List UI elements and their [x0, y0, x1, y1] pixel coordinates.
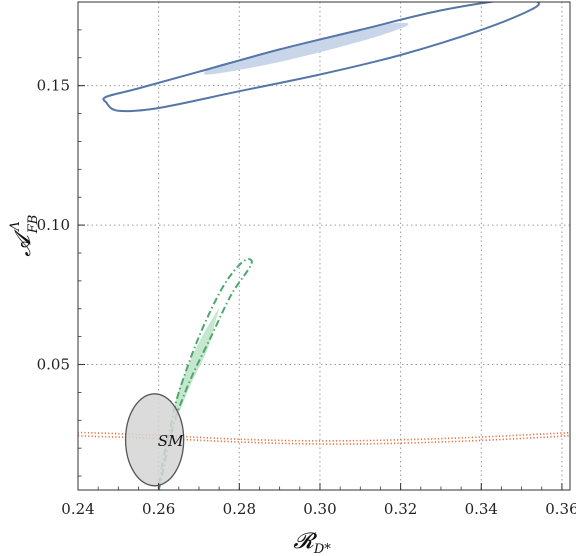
x-tick-label: 0.26 [142, 500, 175, 518]
sm-point: SM [124, 393, 185, 487]
y-axis-label-sub: FB [26, 215, 41, 235]
grid [77, 2, 570, 490]
sm-ellipse [124, 393, 185, 487]
sm-label: SM [158, 432, 184, 450]
blue-outer-contour [102, 2, 540, 113]
x-tick-label: 0.28 [223, 500, 256, 518]
y-axis-label-sup: Λ [8, 221, 23, 231]
x-tick-label: 0.30 [303, 500, 336, 518]
x-tick-label: 0.34 [465, 500, 498, 518]
x-tick-label: 0.36 [545, 500, 576, 518]
green-inner-region [174, 308, 220, 414]
y-tick-label: 0.10 [37, 216, 70, 234]
x-tick-label: 0.24 [61, 500, 94, 518]
x-axis-label: 𝓡D* [293, 529, 331, 556]
blue-inner-region [203, 22, 409, 75]
axes: 0.24 0.26 0.28 0.30 0.32 0.34 0.36 0.05 0.10 0.15 [37, 1, 576, 518]
plot-frame [77, 1, 571, 491]
y-tick-label: 0.15 [37, 77, 70, 95]
x-tick-label: 0.32 [384, 500, 417, 518]
y-tick-label: 0.05 [37, 356, 70, 374]
